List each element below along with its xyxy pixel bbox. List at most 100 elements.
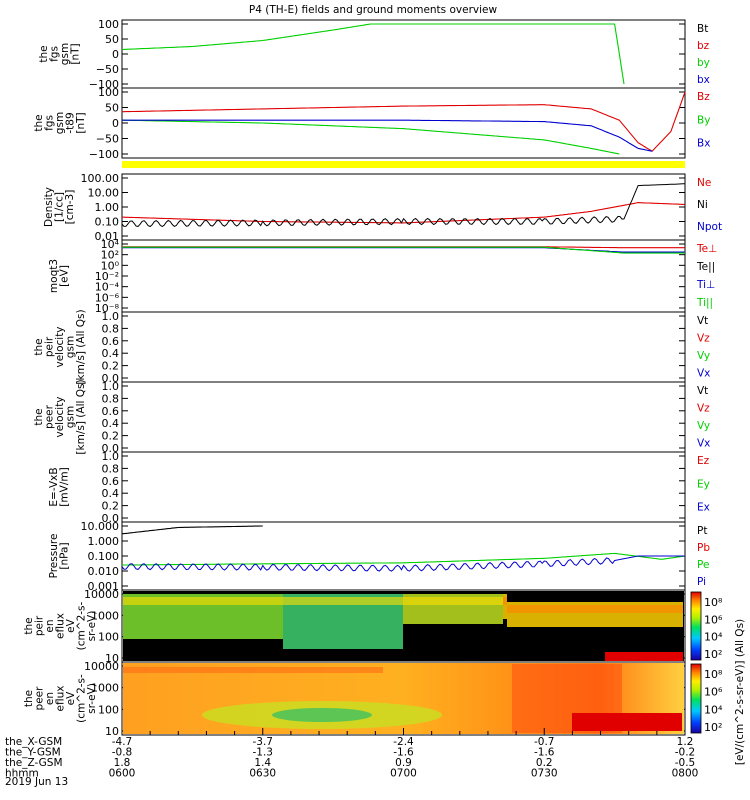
y-tick-label: 0.0 (102, 372, 120, 385)
y-tick-label: 100 (98, 703, 119, 716)
x-axis-value: 1.8 (114, 757, 131, 769)
x-axis-row-label: the_Y-GSM (5, 747, 61, 759)
panel-peer_spec: 10000 1000 100 10 thepeerenefluxeV(cm^2-s-sr… (23, 660, 723, 738)
y-tick-label: 0 (112, 117, 119, 130)
legend-ey: Ey (697, 478, 710, 490)
y-axis-label-line: velocity (54, 396, 66, 437)
y-axis-label-line: the (23, 690, 35, 707)
y-axis-label-line: [nT] (75, 112, 87, 133)
legend-ne: Ne (697, 177, 711, 189)
y-tick-label: −100 (89, 78, 119, 91)
y-axis-label-line: sr-eV) (86, 683, 98, 714)
y-axis-label-line: the (33, 114, 45, 131)
legend-bz: Bz (697, 91, 710, 103)
y-tick-label: 0.8 (102, 462, 120, 475)
y-tick-label: 0.0 (102, 442, 120, 455)
colorbar-tick-label: 10² (704, 648, 722, 661)
panel-pressure: 10.0001.0000.1000.0100.001Pressure[nPa]P… (48, 520, 710, 593)
y-tick-label: 0.6 (102, 475, 120, 488)
legend-vy: Vy (697, 350, 710, 362)
y-tick-label: 0.0 (102, 512, 120, 525)
y-axis-label-line: moqt3 (48, 259, 60, 293)
y-axis-label-line: gsm (59, 43, 71, 65)
y-tick-label: 1.00 (95, 201, 120, 214)
y-tick-label: −50 (96, 133, 119, 146)
panel-frame (121, 521, 686, 591)
y-axis-label-line: Pressure (48, 534, 60, 579)
panel-efield: 1.00.80.60.40.20.0 E=-VxB[mV/m] Ez Ey Ex (48, 450, 710, 525)
colorbar-label: [eV/(cm^2-s-sr-eV)] (All Qs) (734, 619, 746, 765)
legend-ti: Ti|| (696, 297, 713, 309)
y-tick-label: 0.100 (88, 550, 120, 563)
y-tick-label: 1.0 (102, 310, 120, 323)
y-axis-label-line: [nPa] (59, 542, 71, 569)
y-tick-label: 0.8 (102, 392, 120, 405)
y-tick-label: 10⁻⁶ (95, 291, 120, 304)
colorbar-tick-label: 10⁶ (704, 613, 723, 626)
legend-ez: Ez (697, 455, 710, 467)
y-tick-label: 0.4 (102, 347, 120, 360)
panel-frame (121, 19, 686, 89)
legend-ti: Ti⊥ (696, 279, 715, 291)
y-tick-label: 0.8 (102, 322, 120, 335)
series-ti-line (122, 246, 685, 254)
y-axis-label: moqt3[eV] (48, 259, 71, 293)
legend-te: Te|| (696, 261, 715, 273)
y-axis-label-line: [1/cc] (54, 192, 66, 222)
x-axis-value: -0.2 (675, 747, 696, 759)
y-axis-label-line: (cm^2-s- (76, 601, 88, 650)
y-tick-label: 100.00 (81, 172, 120, 185)
y-tick-label: 1.000 (88, 535, 120, 548)
y-tick-label: 10² (101, 249, 119, 262)
colorbar-tick-label: 10⁸ (704, 596, 723, 609)
legend-by: by (697, 57, 710, 69)
series-pi-line (121, 555, 685, 572)
legend-ni: Ni (697, 199, 708, 211)
y-tick-label: 0 (112, 48, 119, 61)
legend-vt: Vt (697, 315, 708, 327)
y-axis-label-line: gsm (54, 112, 66, 134)
y-axis-label: E=-VxB[mV/m] (48, 467, 71, 506)
y-tick-label: 100 (98, 18, 119, 31)
y-tick-label: 100 (98, 86, 119, 99)
series-by-line (122, 119, 620, 155)
y-axis-label-line: eflux (55, 613, 67, 639)
x-axis-value: -0.5 (675, 757, 696, 769)
x-axis-value: -2.4 (393, 736, 414, 748)
y-axis-label-line: [mV/m] (59, 467, 71, 506)
x-axis-row-label: the_X-GSM (5, 736, 62, 748)
x-axis-value: -1.6 (393, 747, 414, 759)
legend-pt: Pt (697, 525, 707, 537)
y-tick-label: 10⁴ (101, 238, 120, 251)
x-axis-value: -3.7 (253, 736, 274, 748)
legend-bx: bx (697, 74, 710, 86)
y-tick-label: 1000 (91, 609, 119, 622)
series-pt-line (121, 525, 263, 535)
y-axis-label-line: eV (65, 618, 77, 632)
series-by-line (121, 23, 625, 85)
peer-spectrogram (123, 663, 684, 734)
y-axis-label-line: fgs (49, 46, 61, 62)
colorbar (690, 663, 702, 734)
y-tick-label: 10.00 (88, 187, 120, 200)
x-axis-value: 0.9 (395, 757, 412, 769)
y-axis-label-line: (cm^2-s- (76, 674, 88, 723)
y-axis-label-line: en (44, 619, 56, 632)
y-axis-label-line: peer (34, 686, 46, 711)
panel-density: 100.00 10.001.00 0.100.01 Density[1/cc][cm-… (43, 172, 722, 243)
legend-pe: Pe (697, 559, 709, 571)
x-axis-value: 0700 (390, 768, 417, 780)
x-axis-row-label: the_Z-GSM (5, 757, 63, 769)
y-axis-label-line: Density (43, 187, 55, 227)
series-ni-line (121, 183, 685, 228)
y-axis-label-line: en (44, 692, 56, 705)
panel-frame (121, 87, 686, 159)
y-axis-label-line: the (38, 45, 50, 62)
y-axis-label-line: E=-VxB (48, 467, 60, 506)
y-axis-label-line: the (23, 617, 35, 634)
y-axis-label-line: [km/s] (All Qs) (75, 379, 87, 454)
